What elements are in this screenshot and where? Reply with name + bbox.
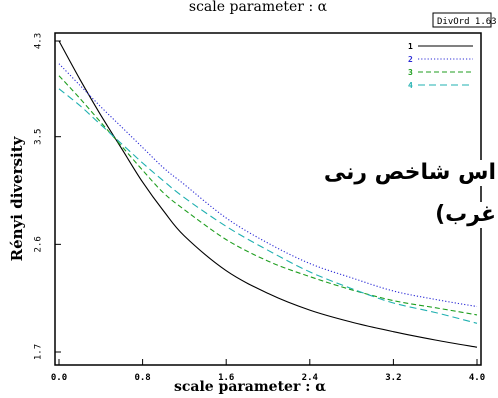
x-tick-label: 3.2 xyxy=(385,373,401,383)
overlay-text-line-2: غرب) xyxy=(433,202,498,228)
series-line-3 xyxy=(58,75,478,316)
x-tick-label: 1.6 xyxy=(218,373,234,383)
series-line-2 xyxy=(58,63,478,308)
y-tick-label: 2.6 xyxy=(34,236,44,252)
legend-label-4: 4 xyxy=(408,81,413,90)
legend-label-2: 2 xyxy=(408,55,413,64)
y-tick-label: 3.5 xyxy=(34,129,44,145)
x-axis-label: scale parameter : α xyxy=(174,379,326,395)
x-axis: 0.0 0.8 1.6 2.4 3.2 4.0 xyxy=(51,359,485,383)
y-tick-label: 4.3 xyxy=(34,33,44,49)
x-tick-label: 2.4 xyxy=(302,373,319,383)
plot-frame xyxy=(54,32,482,366)
x-tick-label: 0.0 xyxy=(51,373,67,383)
y-axis: 1.7 2.6 3.5 4.3 xyxy=(34,33,61,360)
version-badge: DivOrd 1.63 xyxy=(432,12,497,28)
legend: 1 2 3 4 xyxy=(408,42,473,90)
chart-title: scale parameter : α xyxy=(189,0,328,15)
y-axis-label: Rényi diversity xyxy=(8,135,26,261)
series-line-4 xyxy=(58,88,478,324)
x-tick-label: 0.8 xyxy=(134,373,150,383)
series-layer xyxy=(58,40,478,348)
legend-label-1: 1 xyxy=(408,42,413,51)
overlay-text-line-1: اس شاخص رنی xyxy=(321,160,498,186)
version-badge-label: DivOrd 1.63 xyxy=(437,17,497,27)
x-tick-label: 4.0 xyxy=(469,373,485,383)
series-line-1 xyxy=(58,40,478,348)
legend-label-3: 3 xyxy=(408,68,413,77)
y-tick-label: 1.7 xyxy=(34,344,44,360)
